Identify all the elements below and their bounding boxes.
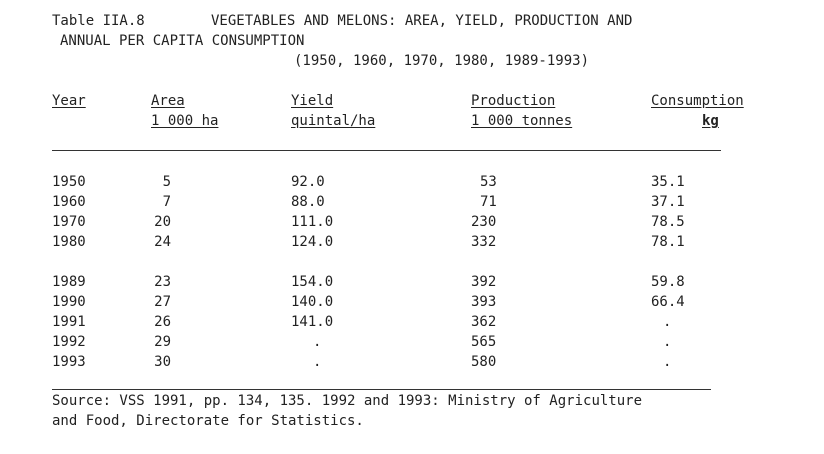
table-cell-area: 20 [154,214,171,230]
table-cell-production: 565 [471,334,497,350]
table-cell-area: 27 [154,294,171,310]
table-cell-yield: 111.0 [291,214,334,230]
table-cell-year: 1970 [52,214,86,230]
table-cell-consumption: . [663,314,672,330]
table-cell-year: 1950 [52,174,86,190]
table-cell-area: 29 [154,334,171,350]
table-cell-year: 1991 [52,314,86,330]
table-cell-production: 580 [471,354,497,370]
group-spacer [651,252,731,272]
table-label: Table IIA.8 [52,13,145,29]
table-cell-year: 1993 [52,354,86,370]
source-line2: and Food, Directorate for Statistics. [52,413,364,429]
table-cell-consumption: 78.1 [651,234,685,250]
table-cell-production: 230 [471,214,497,230]
footer-rule [52,389,711,390]
table-cell-year: 1990 [52,294,86,310]
table-cell-consumption: 66.4 [651,294,685,310]
table-cell-production: 362 [471,314,497,330]
table-cell-year: 1960 [52,194,86,210]
table-cell-year: 1992 [52,334,86,350]
header-year: Year [52,93,86,109]
table-heading-line2: ANNUAL PER CAPITA CONSUMPTION [60,33,305,49]
header-yield-unit: quintal/ha [291,113,376,129]
consumption-column: 35.1 37.1 78.5 78.1 59.8 66.4 . . . [651,172,731,372]
table-cell-yield: . [313,354,322,370]
table-cell-area: 24 [154,234,171,250]
header-yield: Yield [291,93,334,109]
area-column: 5 7 20 24 23 27 26 29 30 [131,172,171,372]
table-cell-yield: 141.0 [291,314,334,330]
table-cell-consumption: 37.1 [651,194,685,210]
table-heading-line1: VEGETABLES AND MELONS: AREA, YIELD, PROD… [211,13,633,29]
header-rule [52,150,721,151]
table-cell-consumption: 35.1 [651,174,685,190]
group-spacer [131,252,171,272]
group-spacer [471,252,551,272]
yield-column: 92.0 88.0 111.0 124.0 154.0 140.0 141.0 … [291,172,371,372]
table-cell-consumption: 59.8 [651,274,685,290]
table-cell-consumption: 78.5 [651,214,685,230]
table-cell-area: 26 [154,314,171,330]
table-cell-yield: 124.0 [291,234,334,250]
table-cell-year: 1989 [52,274,86,290]
production-column: 53 71 230 332 392 393 362 565 580 [471,172,551,372]
group-spacer [52,252,112,272]
header-production-unit: 1 000 tonnes [471,113,573,129]
table-cell-consumption: . [663,354,672,370]
table-cell-yield: 92.0 [291,174,325,190]
table-cell-yield: 154.0 [291,274,334,290]
header-consumption-unit: kg [702,113,719,129]
table-cell-yield: . [313,334,322,350]
source-line1: Source: VSS 1991, pp. 134, 135. 1992 and… [52,393,643,409]
header-consumption: Consumption [651,93,744,109]
table-cell-area: 5 [162,174,171,190]
table-cell-area: 30 [154,354,171,370]
table-cell-year: 1980 [52,234,86,250]
year-column: 1950 1960 1970 1980 1989 1990 1991 1992 … [52,172,112,372]
header-area-unit: 1 000 ha [151,113,219,129]
table-cell-area: 7 [162,194,171,210]
table-cell-production: 393 [471,294,497,310]
table-cell-production: 332 [471,234,497,250]
table-cell-production: 53 [480,174,497,190]
table-cell-production: 71 [480,194,497,210]
header-area: Area [151,93,185,109]
table-cell-yield: 88.0 [291,194,325,210]
table-cell-yield: 140.0 [291,294,334,310]
group-spacer [291,252,371,272]
header-production: Production [471,93,556,109]
table-years: (1950, 1960, 1970, 1980, 1989-1993) [294,53,590,69]
table-cell-area: 23 [154,274,171,290]
table-cell-production: 392 [471,274,497,290]
table-cell-consumption: . [663,334,672,350]
